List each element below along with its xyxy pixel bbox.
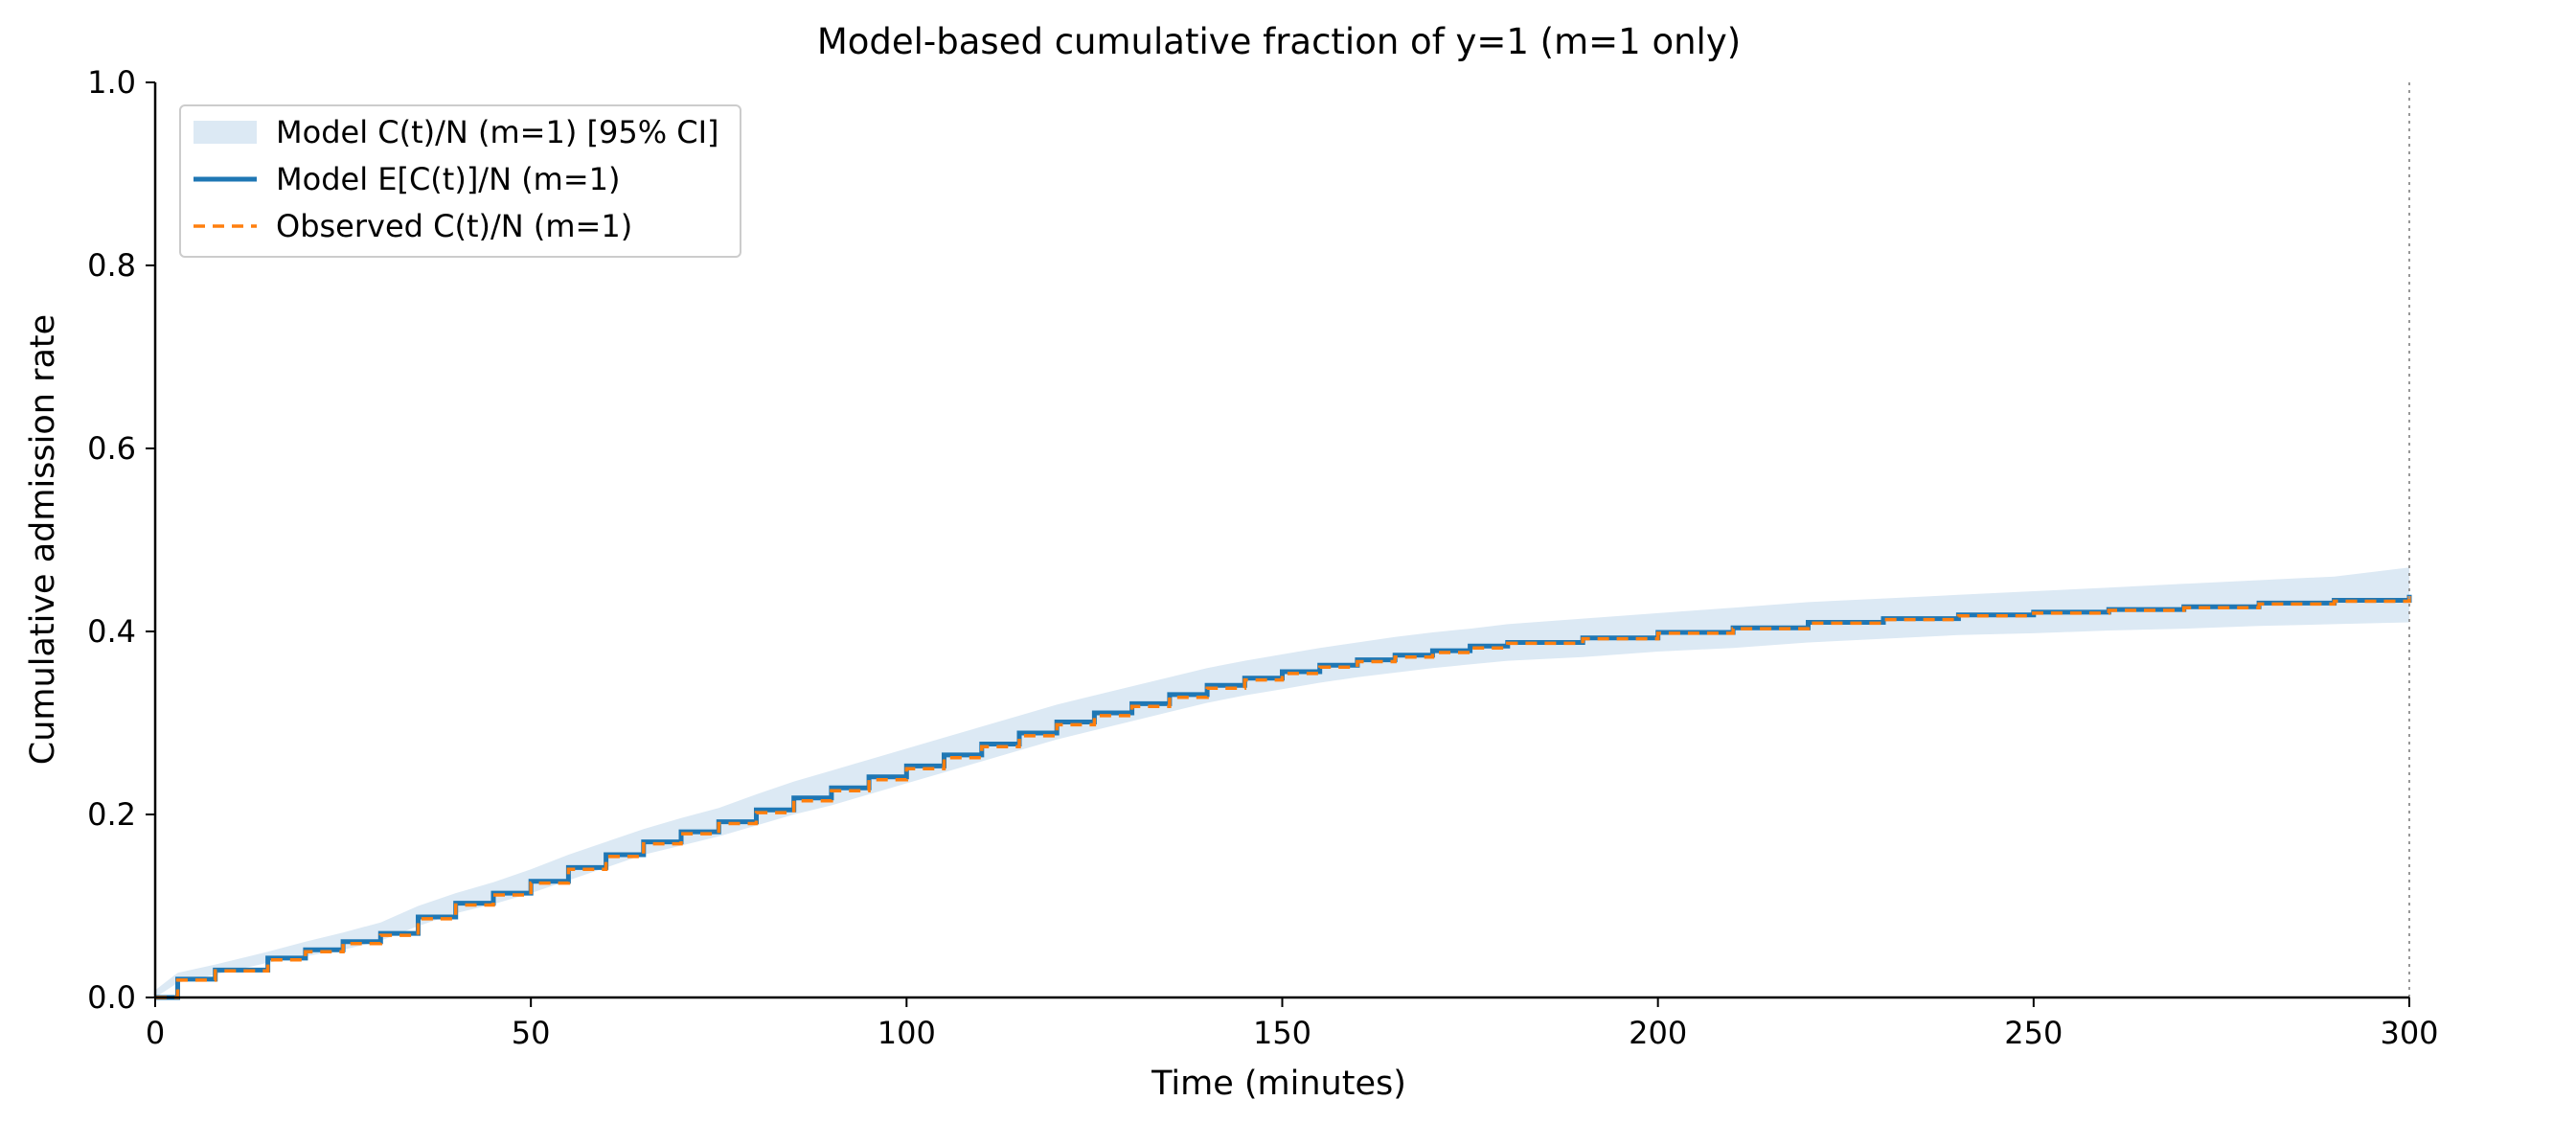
axes: 0 50 100 150 200 250 300 0.0 0.2 0.4 0.6 0.8 1.0 <box>87 64 2438 1051</box>
legend-box <box>179 104 741 258</box>
legend-label: Observed C(t)/N (m=1) <box>276 208 632 244</box>
x-tick-label: 200 <box>1629 1015 1687 1051</box>
y-tick-label: 0.0 <box>87 979 136 1016</box>
x-tick-label: 0 <box>146 1015 165 1051</box>
y-tick-label: 0.6 <box>87 430 136 467</box>
x-axis-label: Time (minutes) <box>1151 1065 1406 1103</box>
x-tick-label: 150 <box>1253 1015 1311 1051</box>
ci-band <box>155 567 2409 997</box>
chart-title: Model-based cumulative fraction of y=1 (… <box>817 21 1741 62</box>
y-tick-label: 0.2 <box>87 796 136 833</box>
x-tick-label: 250 <box>2004 1015 2063 1051</box>
legend: Model C(t)/N (m=1) [95% CI] Model E[C(t)]… <box>179 104 741 258</box>
model-expected-line <box>155 594 2412 1000</box>
y-tick-label: 1.0 <box>87 64 136 101</box>
x-tick-label: 100 <box>878 1015 936 1051</box>
y-tick-label: 0.8 <box>87 247 136 284</box>
y-tick-label: 0.4 <box>87 613 136 650</box>
x-tick-label: 50 <box>512 1015 551 1051</box>
legend-label: Model E[C(t)]/N (m=1) <box>276 161 621 197</box>
plot-area <box>155 82 2412 1000</box>
y-axis-label: Cumulative admission rate <box>24 314 62 765</box>
x-tick-label: 300 <box>2380 1015 2438 1051</box>
observed-line <box>155 594 2411 999</box>
legend-label: Model C(t)/N (m=1) [95% CI] <box>276 114 719 150</box>
legend-swatch-ci-band <box>194 121 257 144</box>
